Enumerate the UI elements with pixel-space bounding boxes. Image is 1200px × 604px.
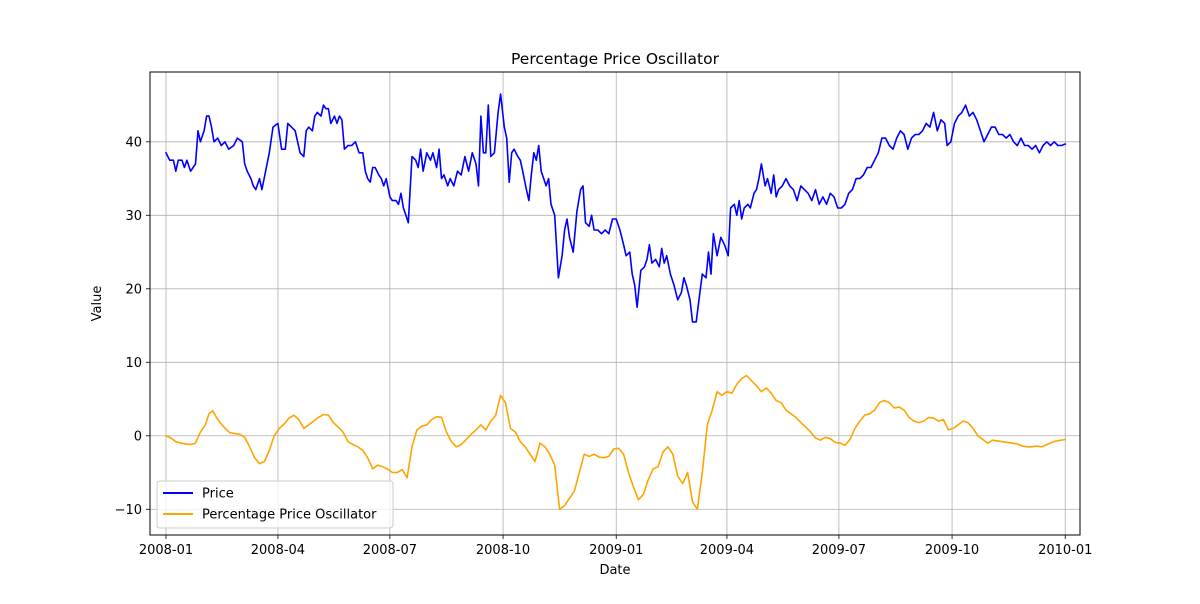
x-tick-label: 2008-07 [363,543,417,558]
legend: Price Percentage Price Oscillator [157,481,393,528]
y-tick-label: 0 [134,429,142,444]
x-tick-label: 2010-01 [1038,543,1092,558]
y-tick-label: 30 [125,209,142,224]
chart-title: Percentage Price Oscillator [511,50,720,68]
x-tick-label: 2009-07 [812,543,866,558]
x-axis-label: Date [599,563,630,578]
legend-label-price: Price [202,487,234,502]
x-tick-label: 2008-10 [476,543,530,558]
y-tick-label: 20 [125,282,142,297]
x-tick-label: 2008-04 [251,543,305,558]
x-tick-label: 2009-01 [589,543,643,558]
y-tick-label: −10 [115,503,142,518]
x-tick-label: 2009-04 [700,543,754,558]
x-tick-label: 2008-01 [139,543,193,558]
y-tick-label: 10 [125,356,142,371]
y-axis-label: Value [90,286,105,322]
x-tick-label: 2009-10 [925,543,979,558]
legend-label-ppo: Percentage Price Oscillator [202,508,377,523]
y-tick-label: 40 [125,135,142,150]
